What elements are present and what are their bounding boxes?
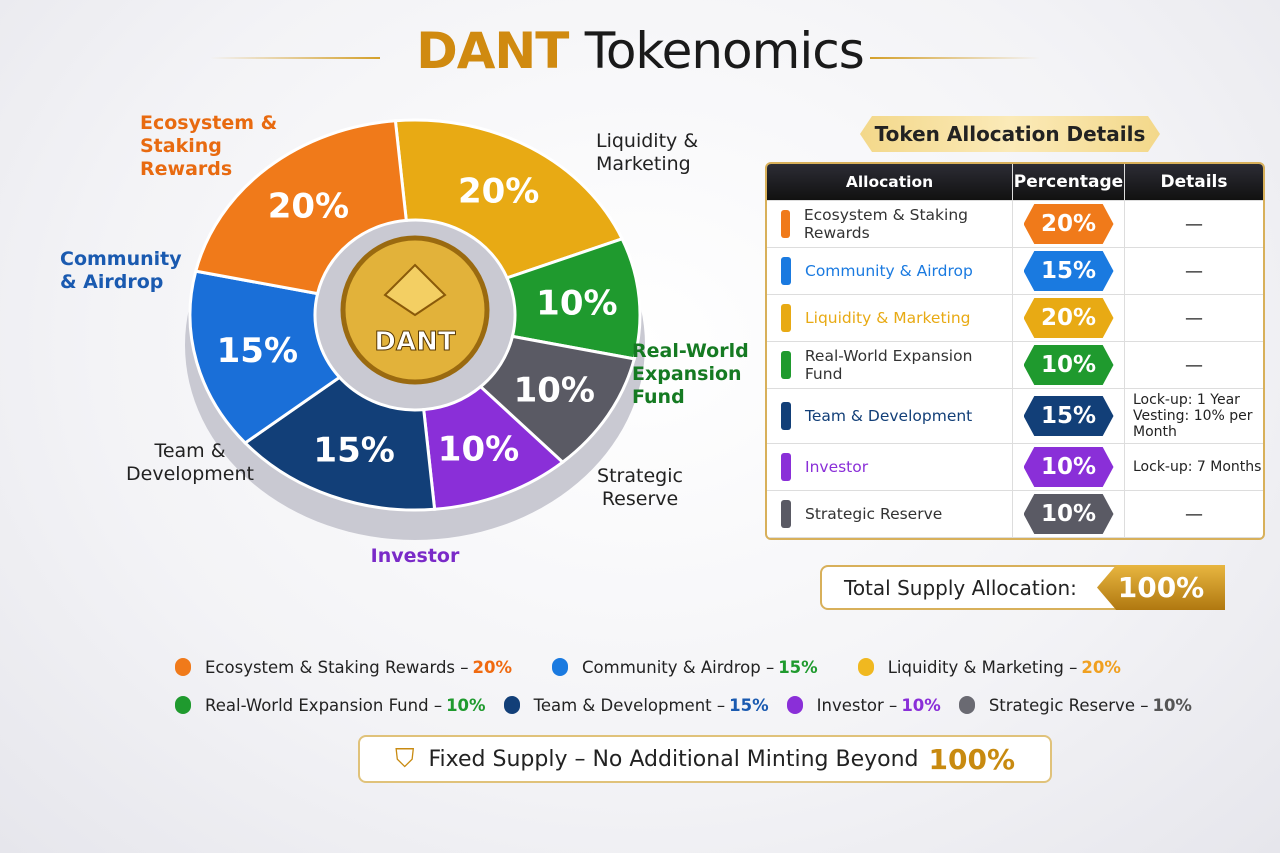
legend-dot: [175, 658, 191, 676]
table-row: Liquidity & Marketing 20% —: [767, 295, 1263, 342]
page-title: DANT Tokenomics: [416, 22, 865, 80]
allocation-name: Team & Development: [805, 407, 973, 425]
legend-item: Real-World Expansion Fund –10%: [175, 696, 486, 715]
table-header: Allocation Percentage Details: [767, 164, 1263, 201]
slice-ecosystem-staking-rewards: [193, 119, 408, 296]
coin-label: DANT: [374, 327, 455, 357]
legend-dot: [175, 696, 191, 714]
color-swatch: [781, 210, 790, 238]
table-row: Community & Airdrop 15% —: [767, 248, 1263, 295]
callout-community: Community & Airdrop: [60, 248, 182, 293]
legend-dot: [786, 696, 803, 714]
total-supply: Total Supply Allocation: 100%: [820, 565, 1225, 610]
callout-real-world: Real-World Expansion Fund: [632, 340, 749, 408]
shield-icon: ⛉: [394, 743, 415, 774]
data-label: 15%: [217, 331, 298, 371]
allocation-name: Investor: [805, 458, 869, 476]
percentage-badge: 15%: [1023, 251, 1114, 291]
percentage-badge: 20%: [1023, 298, 1114, 338]
data-label: 20%: [458, 172, 539, 212]
details-cell: —: [1124, 342, 1263, 388]
percentage-badge: 10%: [1023, 345, 1114, 385]
legend-dot: [552, 658, 569, 676]
total-value: 100%: [1097, 565, 1225, 610]
callout-liquidity: Liquidity & Marketing: [596, 130, 699, 175]
color-swatch: [781, 351, 791, 379]
slice-community-airdrop: [188, 269, 342, 445]
table-row: Investor 10% Lock-up: 7 Months: [767, 444, 1263, 491]
color-swatch: [781, 402, 791, 430]
legend-item: Strategic Reserve –10%: [958, 696, 1192, 715]
percentage-badge: 20%: [1023, 204, 1114, 244]
details-cell: Lock-up: 1 Year Vesting: 10% per Month: [1124, 389, 1263, 443]
legend-dot: [857, 658, 874, 676]
table-row: Team & Development 15% Lock-up: 1 Year Ve…: [767, 389, 1263, 444]
title-divider: [870, 57, 1040, 59]
callout-strategic: Strategic Reserve: [597, 465, 683, 510]
details-cell: —: [1124, 491, 1263, 537]
data-label: 15%: [313, 430, 394, 470]
details-cell: —: [1124, 295, 1263, 341]
legend-item: Liquidity & Marketing –20%: [857, 658, 1121, 677]
table-heading: Token Allocation Details: [860, 116, 1160, 152]
color-swatch: [781, 304, 791, 332]
legend-item: Investor –10%: [786, 696, 941, 715]
details-cell: —: [1124, 248, 1263, 294]
title-divider: [210, 57, 380, 59]
data-label: 10%: [536, 283, 617, 323]
table-row: Real-World Expansion Fund 10% —: [767, 342, 1263, 389]
legend-item: Ecosystem & Staking Rewards –20%: [175, 658, 512, 677]
allocation-name: Real-World Expansion Fund: [804, 347, 973, 383]
details-cell: —: [1124, 201, 1263, 247]
percentage-badge: 10%: [1023, 494, 1114, 534]
legend-item: Team & Development –15%: [503, 696, 769, 715]
callout-ecosystem: Ecosystem & Staking Rewards: [140, 112, 278, 180]
allocation-name: Ecosystem & Staking Rewards: [803, 206, 968, 242]
callout-investor: Investor: [370, 545, 460, 567]
percentage-badge: 10%: [1023, 447, 1114, 487]
callout-team: Team & Development: [126, 440, 254, 485]
legend-item: Community & Airdrop –15%: [552, 658, 818, 677]
data-label: 10%: [514, 371, 595, 411]
table-row: Strategic Reserve 10% —: [767, 491, 1263, 538]
data-label: 10%: [438, 429, 519, 469]
allocation-table: Allocation Percentage Details Ecosystem …: [765, 162, 1265, 540]
footer-banner: ⛉ Fixed Supply – No Additional Minting B…: [358, 735, 1052, 783]
slice-liquidity-marketing: [393, 118, 625, 280]
percentage-badge: 15%: [1023, 396, 1114, 436]
data-label: 20%: [268, 187, 349, 227]
legend-dot: [503, 696, 520, 714]
color-swatch: [781, 453, 791, 481]
table-row: Ecosystem & Staking Rewards 20% —: [767, 201, 1263, 248]
donut-chart: 20% 10% 10% 10% 15% 15% 20% DANT: [185, 118, 645, 540]
allocation-name: Strategic Reserve: [805, 505, 943, 523]
color-swatch: [781, 500, 791, 528]
allocation-name: Community & Airdrop: [805, 262, 973, 280]
legend: Ecosystem & Staking Rewards –20% Communit…: [175, 648, 1215, 724]
allocation-name: Liquidity & Marketing: [805, 309, 971, 327]
details-cell: Lock-up: 7 Months: [1124, 444, 1263, 490]
coin-emblem-icon: [383, 263, 447, 317]
legend-dot: [958, 696, 975, 714]
color-swatch: [781, 257, 791, 285]
